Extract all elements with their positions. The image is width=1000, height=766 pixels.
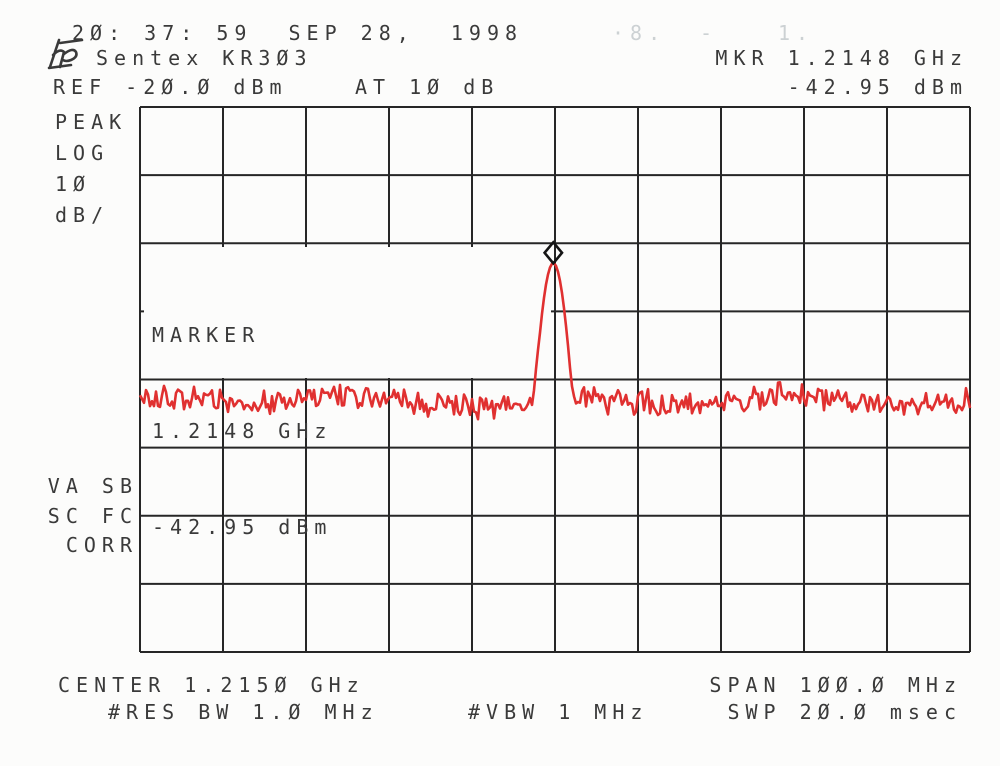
sweep-time-label: SWP 2Ø.Ø msec — [727, 700, 962, 724]
marker-readout-freq: MKR 1.2148 GHz — [715, 46, 968, 70]
span-label: SPAN 1ØØ.Ø MHz — [709, 673, 962, 697]
status-label-sc-fc: SC FC — [47, 504, 138, 528]
timestamp: 2Ø: 37: 59 SEP 28, 1998 — [72, 21, 524, 45]
instrument-title: Sentex KR3Ø3 — [96, 46, 313, 70]
print-artifact: - — [700, 21, 719, 45]
graticule-plot — [138, 106, 972, 653]
center-frequency-label: CENTER 1.215Ø GHz — [58, 673, 365, 697]
marker-annotation-freq: 1.2148 GHz — [152, 419, 333, 443]
status-label-corr: CORR — [65, 533, 138, 557]
marker-annotation-level: -42.95 dBm — [152, 515, 333, 539]
hp-logo-icon — [47, 38, 84, 70]
res-bw-label: #RES BW 1.Ø MHz — [108, 700, 379, 724]
signal-trace — [138, 261, 972, 421]
detector-mode-label: PEAK — [55, 110, 128, 134]
marker-diamond-icon — [542, 240, 564, 266]
marker-text-blanking-area — [144, 247, 551, 378]
scale-value-label: 1Ø — [55, 172, 92, 196]
ref-level-label: REF -2Ø.Ø dBm — [53, 75, 288, 99]
scale-type-label: LOG — [55, 141, 110, 165]
marker-readout-level: -42.95 dBm — [787, 75, 968, 99]
marker-annotation-title: MARKER — [152, 323, 261, 347]
attenuation-label: AT 1Ø dB — [355, 75, 500, 99]
vbw-label: #VBW 1 MHz — [468, 700, 649, 724]
print-artifact: ·8. — [612, 21, 667, 45]
print-artifact: 1. — [778, 21, 815, 45]
status-label-va-sb: VA SB — [47, 474, 138, 498]
scale-unit-label: dB/ — [55, 203, 110, 227]
marker-annotation: MARKER 1.2148 GHz -42.95 dBm — [152, 255, 332, 607]
